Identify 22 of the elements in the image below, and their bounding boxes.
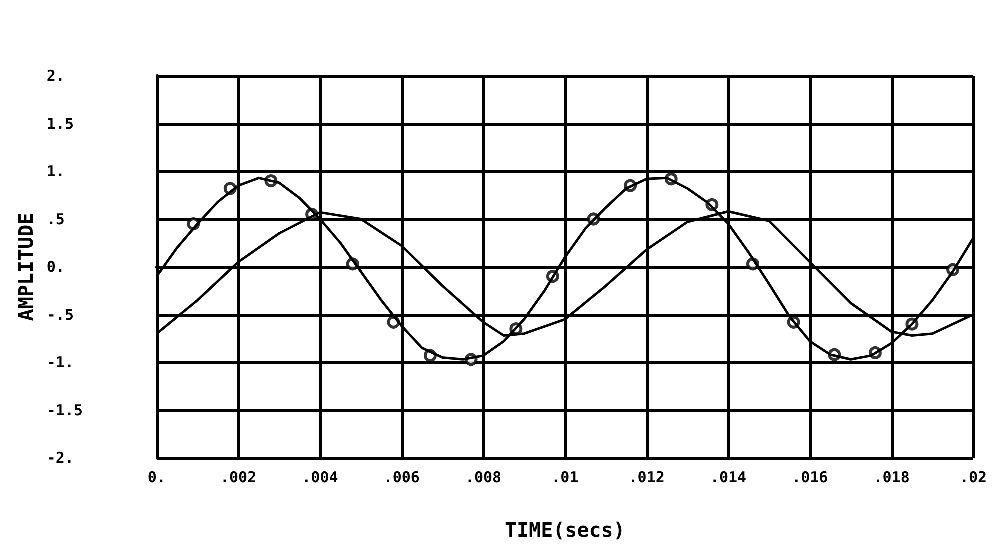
x-tick-label: 0.	[148, 468, 166, 486]
y-tick-label: -.5	[46, 306, 74, 324]
x-tick-label: .008	[465, 468, 502, 486]
y-tick-label: -2.	[46, 449, 74, 467]
y-tick-label: 2.	[46, 67, 65, 85]
y-tick-label: -1.	[46, 354, 74, 372]
y-tick-label: -1.5	[46, 401, 84, 420]
x-axis-title: TIME(secs)	[504, 518, 626, 542]
x-tick-label: .004	[302, 468, 338, 486]
y-tick-label: 1.5	[46, 114, 74, 133]
x-tick-label: .012	[628, 468, 665, 486]
x-tick-label: .002	[220, 468, 257, 486]
x-tick-label: .018	[874, 468, 910, 486]
x-tick-label: .016	[792, 468, 828, 486]
x-tick-label: .014	[710, 468, 747, 486]
y-tick-label: 1.	[46, 162, 65, 180]
y-axis-title: AMPLITUDE	[14, 212, 38, 322]
x-tick-label: .02	[960, 468, 987, 486]
y-tick-label: 0.	[46, 258, 65, 276]
y-tick-label: .5	[46, 210, 65, 228]
x-tick-label: .006	[384, 468, 420, 486]
x-tick-label: .01	[552, 468, 579, 486]
